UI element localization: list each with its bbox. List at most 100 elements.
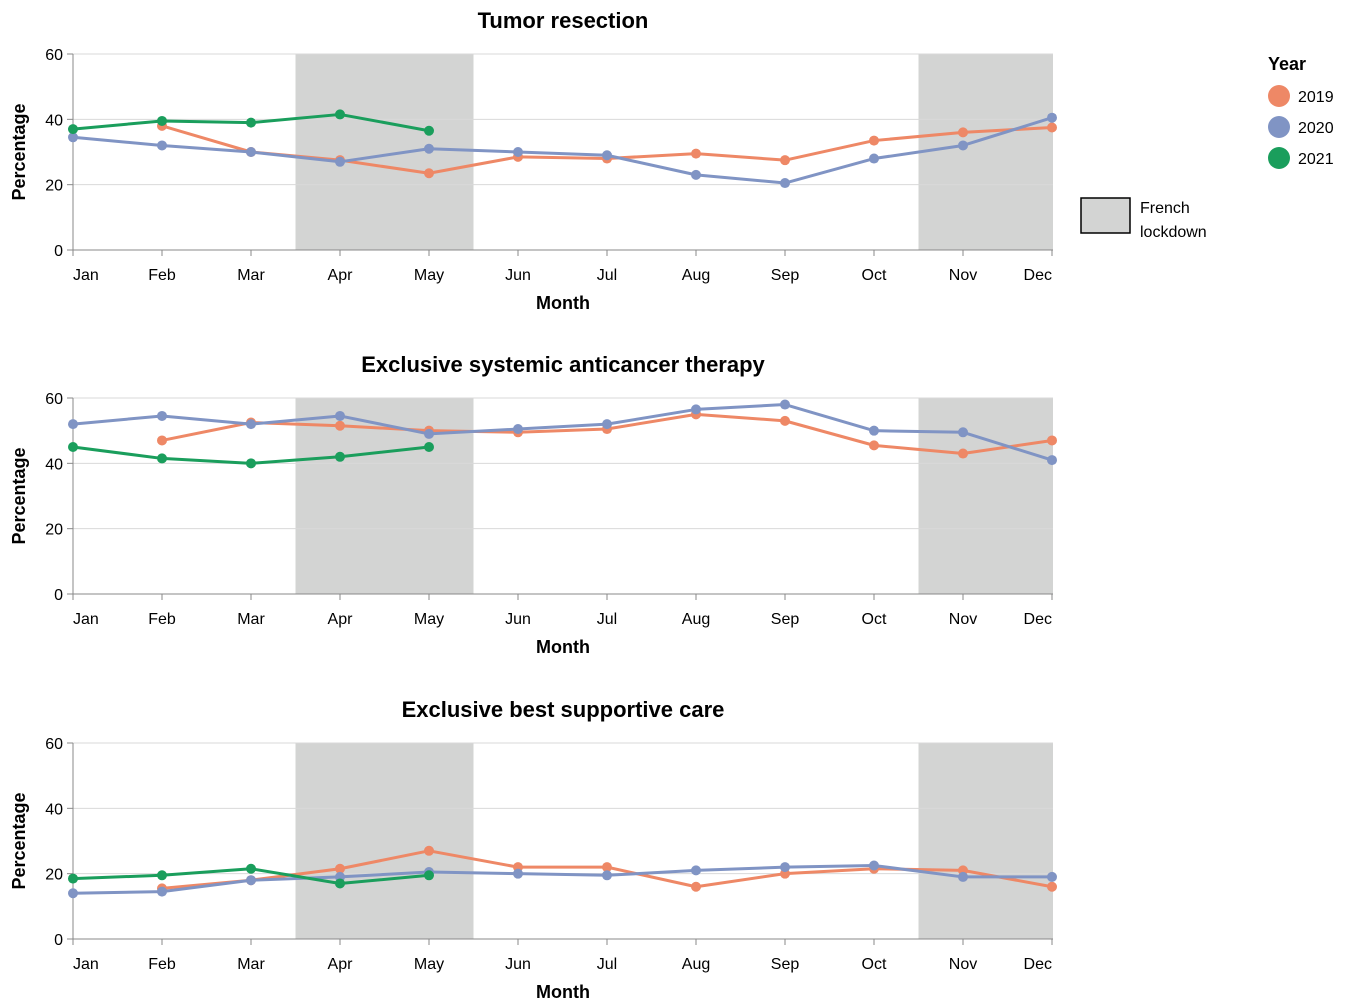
data-point-2019 [1047, 435, 1057, 446]
data-point-2021 [335, 878, 345, 889]
data-point-2021 [335, 109, 345, 120]
x-tick-label: Oct [862, 267, 887, 284]
data-point-2020 [691, 169, 701, 180]
legend-title: Year [1268, 54, 1306, 74]
data-point-2020 [68, 419, 78, 430]
data-point-2019 [335, 863, 345, 874]
x-tick-label: May [414, 611, 444, 628]
data-point-2021 [157, 115, 167, 126]
legend: Year 2019 2020 2021 French lockdown [1080, 54, 1334, 241]
x-tick-label: Feb [148, 611, 176, 628]
y-tick-label: 20 [45, 178, 63, 195]
y-tick-label: 60 [45, 47, 63, 64]
y-axis-title: Percentage [9, 447, 29, 544]
x-tick-label: Aug [682, 267, 710, 284]
x-tick-label: Jun [505, 611, 531, 628]
data-point-2020 [602, 150, 612, 161]
data-point-2020 [780, 178, 790, 189]
data-point-2020 [157, 140, 167, 151]
panel-1: 0 20 40 60 Jan Feb Mar Apr May Jun Jul Aug Sep Oct Nov… [9, 8, 1057, 313]
data-point-2020 [424, 143, 434, 154]
data-point-2019 [869, 440, 879, 451]
x-tick-label: Jul [597, 956, 617, 973]
data-point-2020 [68, 132, 78, 143]
x-tick-label: Jan [73, 956, 99, 973]
panel-2: 0 20 40 60 Jan Feb Mar Apr May Jun Jul Aug Sep Oct Nov… [9, 352, 1057, 657]
data-point-2020 [869, 425, 879, 436]
y-tick-label: 0 [54, 587, 63, 604]
x-tick-label: Jan [73, 611, 99, 628]
lockdown-band [918, 54, 1053, 250]
y-tick-label: 60 [45, 736, 63, 753]
data-point-2020 [513, 147, 523, 157]
x-tick-label: Jul [597, 267, 617, 284]
lockdown-band [918, 398, 1053, 594]
data-point-2020 [157, 410, 167, 421]
data-point-2021 [68, 442, 78, 452]
data-point-2019 [424, 168, 434, 179]
x-tick-label: Apr [328, 956, 354, 973]
y-tick-label: 40 [45, 456, 63, 473]
legend-lockdown-label: lockdown [1140, 224, 1207, 241]
data-point-2020 [335, 156, 345, 167]
panel-title: Exclusive best supportive care [402, 697, 725, 722]
data-point-2019 [335, 420, 345, 431]
data-point-2020 [958, 871, 968, 882]
panel-title: Exclusive systemic anticancer therapy [361, 352, 765, 377]
data-point-2019 [780, 415, 790, 426]
x-tick-label: Oct [862, 956, 887, 973]
data-point-2019 [958, 127, 968, 138]
y-axis-title: Percentage [9, 103, 29, 200]
series-line-2020 [72, 864, 1052, 895]
y-tick-label: 20 [45, 522, 63, 539]
x-tick-label: Jun [505, 267, 531, 284]
x-tick-label: Feb [148, 267, 176, 284]
data-point-2019 [958, 448, 968, 459]
x-tick-label: Dec [1024, 611, 1052, 628]
data-point-2020 [1047, 871, 1057, 882]
data-point-2021 [246, 117, 256, 128]
x-tick-label: Nov [949, 611, 977, 628]
legend-label-2019: 2019 [1298, 89, 1334, 106]
x-axis-title: Month [536, 982, 590, 1002]
data-point-2020 [335, 410, 345, 421]
data-point-2020 [246, 419, 256, 430]
series-line-2020 [72, 403, 1053, 462]
x-tick-label: Jul [597, 611, 617, 628]
legend-swatch-2019 [1268, 85, 1290, 107]
x-axis-title: Month [536, 637, 590, 657]
y-tick-label: 0 [54, 243, 63, 260]
data-point-2019 [780, 155, 790, 166]
x-tick-label: Feb [148, 956, 176, 973]
data-point-2019 [1047, 881, 1057, 892]
x-tick-label: Dec [1024, 267, 1052, 284]
data-point-2021 [246, 863, 256, 874]
data-point-2021 [246, 458, 256, 469]
x-tick-label: Apr [328, 267, 354, 284]
data-point-2020 [1047, 112, 1057, 123]
data-point-2020 [869, 153, 879, 164]
legend-lockdown-label: French [1140, 200, 1190, 217]
data-point-2020 [424, 428, 434, 439]
data-point-2021 [424, 870, 434, 881]
data-point-2019 [691, 148, 701, 159]
data-point-2021 [68, 124, 78, 135]
y-tick-label: 40 [45, 112, 63, 129]
data-point-2021 [424, 442, 434, 452]
y-tick-label: 0 [54, 932, 63, 949]
data-point-2020 [958, 427, 968, 438]
data-point-2020 [869, 860, 879, 871]
legend-swatch-2021 [1268, 147, 1290, 169]
panel-3: 0 20 40 60 Jan Feb Mar Apr May Jun Jul Aug Sep Oct Nov… [9, 697, 1057, 1002]
x-tick-label: Mar [237, 267, 265, 284]
data-point-2021 [68, 873, 78, 884]
lockdown-band [295, 743, 474, 939]
y-tick-label: 40 [45, 801, 63, 818]
x-tick-label: May [414, 267, 444, 284]
data-point-2020 [513, 424, 523, 435]
data-point-2020 [691, 404, 701, 415]
data-point-2020 [780, 399, 790, 410]
x-tick-label: Jun [505, 956, 531, 973]
data-point-2020 [246, 147, 256, 157]
